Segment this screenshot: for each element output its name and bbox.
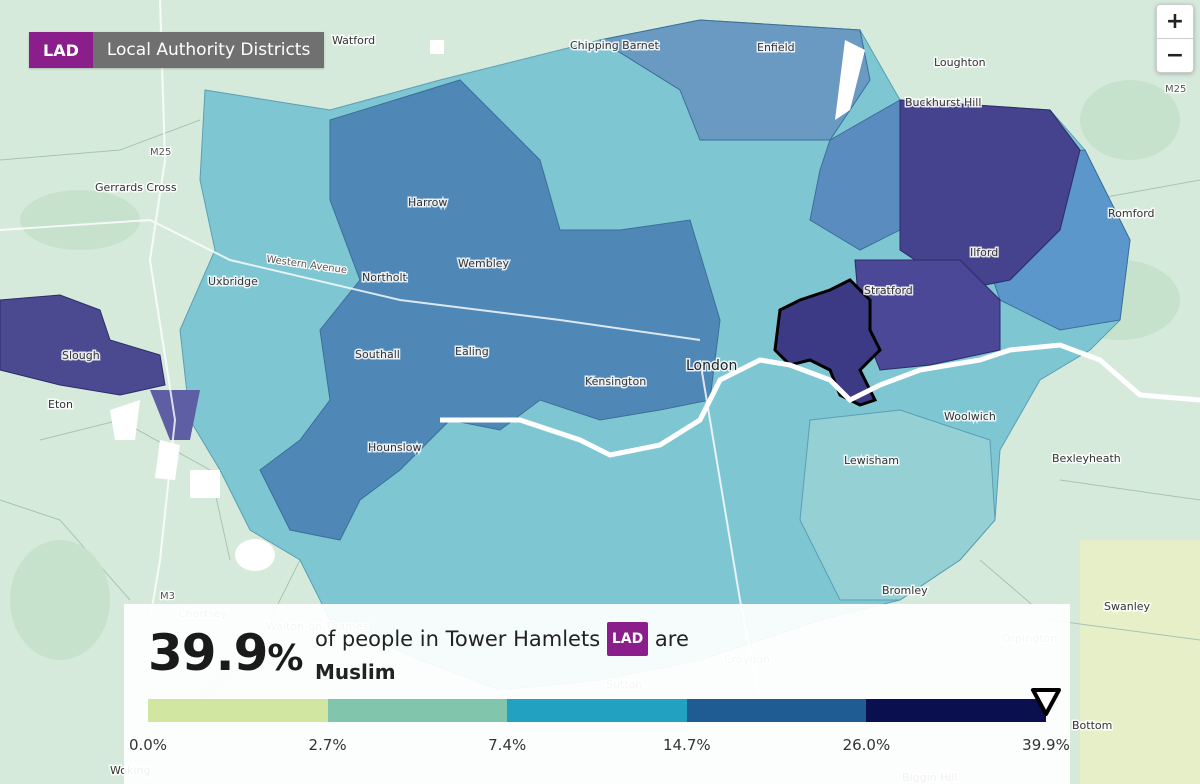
place-label-watford: Watford	[332, 34, 375, 47]
place-label-northolt: Northolt	[362, 271, 408, 284]
road-label-m3: M3	[160, 591, 175, 602]
value-unit: %	[267, 638, 303, 679]
legend-tick-label: 26.0%	[842, 736, 891, 754]
place-label-hounslow: Hounslow	[368, 441, 421, 454]
place-label-swanley: Swanley	[1104, 600, 1151, 613]
description-suffix: are	[654, 627, 689, 651]
legend-tick-label: 7.4%	[488, 736, 527, 754]
tower-hamlets-selected[interactable]	[773, 278, 882, 407]
place-label-uxbridge: Uxbridge	[208, 275, 258, 288]
place-label-bexleyheath: Bexleyheath	[1052, 452, 1121, 465]
place-label-eton: Eton	[48, 398, 73, 411]
place-label-chipping-barnet: Chipping Barnet	[570, 39, 660, 52]
legend-tick-label: 14.7%	[662, 736, 711, 754]
legend-ticks: 0.0% 2.7% 7.4% 14.7% 26.0% 39.9%	[124, 736, 1070, 756]
river-thames	[440, 342, 1200, 458]
redbridge-area	[899, 99, 1081, 291]
place-label-woolwich: Woolwich	[944, 410, 996, 423]
place-label-ealing: Ealing	[455, 345, 489, 358]
big-value: 39.9%	[148, 624, 303, 682]
info-panel: 39.9% of people in Tower Hamlets LAD are…	[124, 604, 1070, 784]
zoom-out-button[interactable]: −	[1157, 38, 1193, 72]
place-label-slough: Slough	[62, 349, 100, 362]
description: of people in Tower Hamlets LAD are Musli…	[315, 622, 689, 688]
legend-tick-label: 2.7%	[308, 736, 347, 754]
legend-tick-label: 39.9%	[1022, 736, 1070, 754]
legend-swatch	[327, 699, 508, 722]
south-east-boroughs	[799, 409, 996, 601]
place-label-london: London	[686, 358, 737, 374]
place-label-harrow: Harrow	[408, 196, 447, 209]
geography-code-badge: LAD	[29, 32, 93, 68]
slough-area	[0, 294, 166, 396]
place-label-wembley: Wembley	[458, 257, 510, 270]
legend-swatch	[148, 699, 328, 722]
description-prefix: of people in Tower Hamlets	[315, 627, 601, 651]
geography-selector[interactable]: LAD Local Authority Districts	[29, 32, 325, 68]
value-marker-icon	[1031, 688, 1061, 716]
category-label: Muslim	[315, 660, 396, 684]
place-label-bottom: Bottom	[1072, 719, 1112, 732]
value-number: 39.9	[148, 624, 268, 682]
zoom-in-button[interactable]: +	[1165, 9, 1185, 34]
place-label-southall: Southall	[355, 348, 400, 361]
zoom-control: + −	[1156, 4, 1194, 73]
rural-area-east	[1080, 540, 1200, 784]
legend-swatch	[686, 699, 867, 722]
geography-type-badge: LAD	[606, 622, 649, 656]
legend-swatch	[507, 699, 687, 722]
legend-tick-label: 0.0%	[128, 736, 168, 754]
place-label-enfield: Enfield	[757, 41, 795, 54]
place-label-ilford: Ilford	[970, 246, 998, 259]
place-label-lewisham: Lewisham	[844, 454, 899, 467]
road-label-m25-west: M25	[150, 147, 171, 158]
geography-name: Local Authority Districts	[92, 32, 325, 68]
west-london-boroughs	[259, 79, 721, 541]
place-label-kensington: Kensington	[585, 375, 646, 388]
legend-color-scale	[148, 699, 1046, 722]
place-label-romford: Romford	[1108, 207, 1155, 220]
legend-swatch	[866, 699, 1046, 722]
place-label-gerrards-cross: Gerrards Cross	[95, 181, 177, 194]
reservoirs	[110, 40, 865, 571]
road-label-m25-east: M25	[1165, 84, 1186, 95]
place-label-stratford: Stratford	[864, 284, 913, 297]
place-label-bromley: Bromley	[882, 584, 928, 597]
place-label-loughton: Loughton	[934, 56, 986, 69]
place-label-buckhurst-hill: Buckhurst Hill	[905, 96, 981, 109]
